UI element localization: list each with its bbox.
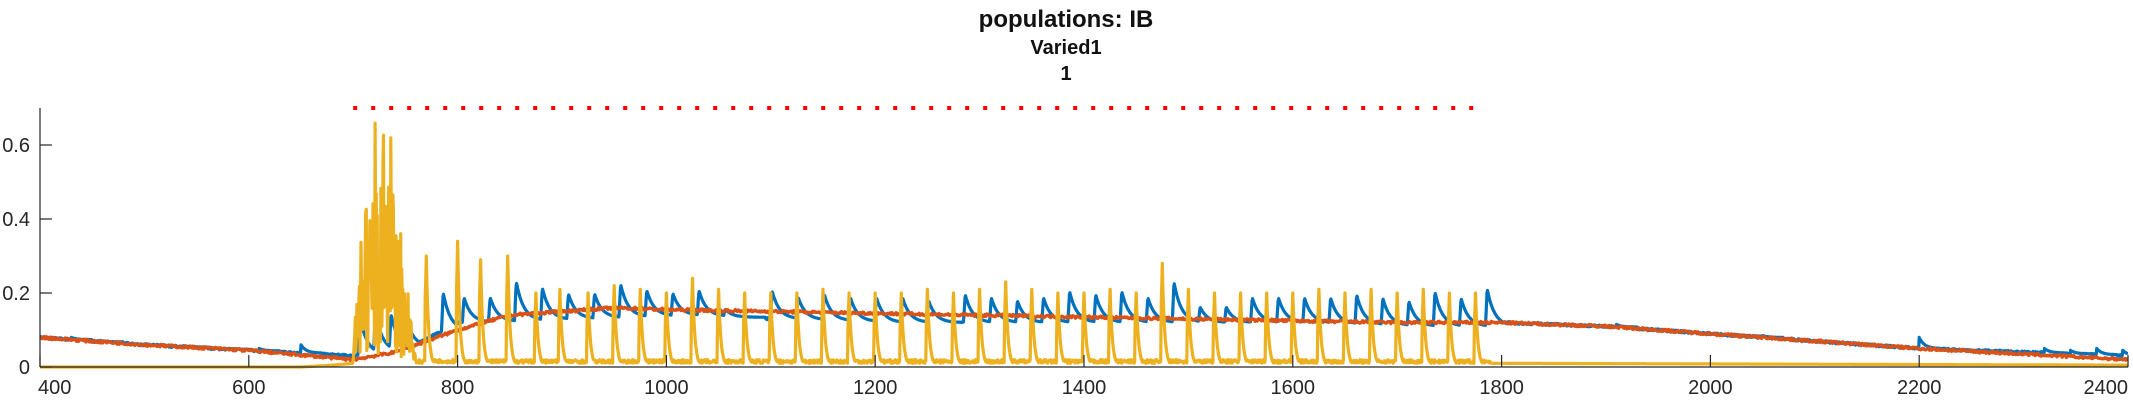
series-3-line bbox=[40, 121, 2128, 369]
x-tick-label: 600 bbox=[232, 377, 265, 399]
x-tick-label: 1200 bbox=[853, 377, 898, 399]
y-tick-label: 0 bbox=[19, 357, 30, 379]
y-tick-label: 0.2 bbox=[2, 283, 30, 305]
chart-title: populations: IB bbox=[979, 6, 1154, 33]
x-tick-label: 800 bbox=[441, 377, 474, 399]
chart-subtitle-line-2: 1 bbox=[1060, 63, 1071, 85]
x-tick-label: 1600 bbox=[1271, 377, 1316, 399]
axes: 400 600 800 1000 1200 1400 1600 1800 2000 2200 240… bbox=[2, 108, 2129, 399]
x-tick-label: 1800 bbox=[1479, 377, 1524, 399]
series-layer bbox=[40, 121, 2128, 369]
plot-area bbox=[40, 121, 2128, 369]
x-tick-label: 2000 bbox=[1688, 377, 1733, 399]
chart-subtitle-line-1: Varied1 bbox=[1030, 37, 1101, 59]
y-tick-label: 0.4 bbox=[2, 209, 30, 231]
x-tick-label: 1000 bbox=[644, 377, 689, 399]
x-tick-label: 400 bbox=[38, 377, 71, 399]
x-tick-label: 1400 bbox=[1062, 377, 1107, 399]
x-tick-label: 2200 bbox=[1897, 377, 1942, 399]
y-tick-label: 0.6 bbox=[2, 135, 30, 157]
x-tick-label: 2400 bbox=[2084, 377, 2129, 399]
